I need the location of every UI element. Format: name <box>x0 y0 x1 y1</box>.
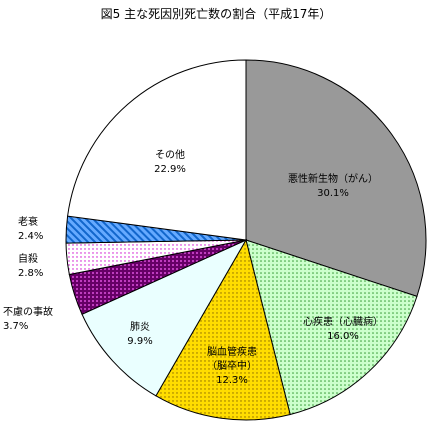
pie-slice-2 <box>155 238 291 421</box>
slice-label-3: 肺炎 9.9% <box>127 321 152 347</box>
pie-slice-1 <box>245 239 418 416</box>
slice-label-1: 心疾患（心臓病） 16.0% <box>303 315 383 342</box>
slice-label-7: その他 22.9% <box>154 148 186 175</box>
slice-value-label: 3.7% <box>3 321 28 332</box>
slice-name-label: （脳卒中） <box>207 359 257 372</box>
slice-value-label: 2.4% <box>18 231 43 242</box>
slice-value-label: 22.9% <box>154 164 186 175</box>
slice-label-2: 脳血管疾患（脳卒中） 12.3% <box>207 345 257 386</box>
pie-slice-7 <box>67 59 247 241</box>
slice-name-label: 脳血管疾患 <box>207 345 257 358</box>
slice-label-0: 悪性新生物（がん） 30.1% <box>288 172 378 199</box>
slice-name-label: 心疾患（心臓病） <box>303 315 383 328</box>
slice-value-label: 30.1% <box>317 188 349 199</box>
slice-name-label: 悪性新生物（がん） <box>288 172 378 185</box>
pie-labels: 悪性新生物（がん） 30.1% 心疾患（心臓病） 16.0% 脳血管疾患（脳卒中） 12.… <box>3 148 383 386</box>
slice-name-label: 老衰 <box>18 215 38 228</box>
slice-value-label: 9.9% <box>127 336 152 347</box>
slice-label-6: 老衰 2.4% <box>18 215 43 242</box>
slice-name-label: 自殺 <box>18 252 38 265</box>
slice-value-label: 2.8% <box>18 268 43 279</box>
slice-name-label: 不慮の事故 <box>3 305 53 318</box>
slice-name-label: 肺炎 <box>130 321 150 333</box>
slice-label-4: 不慮の事故 3.7% <box>3 305 53 332</box>
pie-slices <box>65 59 427 421</box>
slice-value-label: 16.0% <box>327 331 359 342</box>
slice-label-5: 自殺 2.8% <box>18 252 43 279</box>
slice-name-label: その他 <box>155 148 185 161</box>
slice-value-label: 12.3% <box>216 375 248 386</box>
pie-slice-0 <box>245 59 427 298</box>
pie-slice-3 <box>81 238 248 397</box>
chart-title: 図5 主な死因別死亡数の割合（平成17年） <box>101 6 332 21</box>
